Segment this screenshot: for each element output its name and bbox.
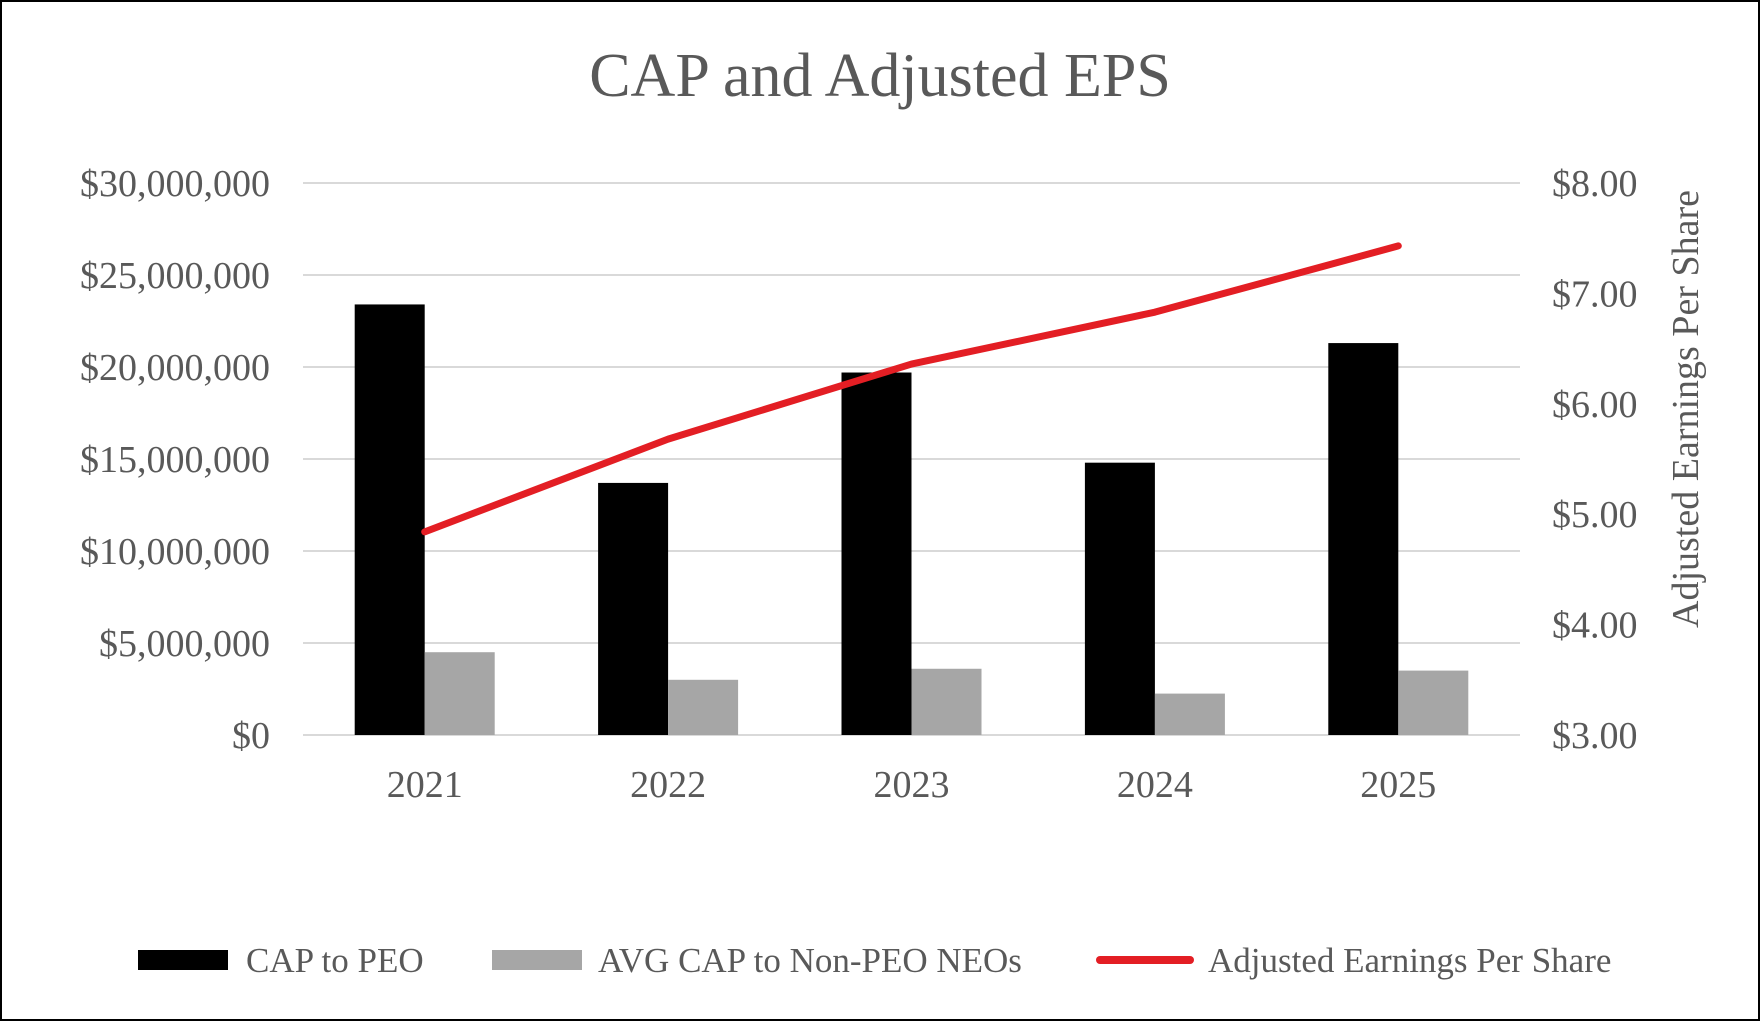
eps-line xyxy=(421,242,1402,536)
bar-avg-cap-non-peo xyxy=(1154,693,1225,735)
right-tick-label: $5.00 xyxy=(1552,494,1638,536)
legend-item: CAP to PEO xyxy=(138,941,424,980)
left-tick-label: $10,000,000 xyxy=(80,531,270,573)
bar-avg-cap-non-peo xyxy=(424,652,495,735)
right-tick-label: $4.00 xyxy=(1552,605,1638,647)
x-tick-label: 2022 xyxy=(630,764,706,806)
left-tick-label: $20,000,000 xyxy=(80,347,270,389)
x-tick-label: 2021 xyxy=(387,764,463,806)
bar-cap-to-peo xyxy=(598,482,669,735)
legend: CAP to PEO AVG CAP to Non-PEO NEOs Adjuste… xyxy=(138,941,1611,980)
chart-title: CAP and Adjusted EPS xyxy=(589,42,1171,110)
left-axis-ticks: $0 $5,000,000 $10,000,000 $15,000,000 $20,00… xyxy=(80,163,270,757)
right-tick-label: $6.00 xyxy=(1552,384,1638,426)
x-tick-label: 2023 xyxy=(874,764,950,806)
bars xyxy=(354,304,1469,735)
legend-swatch xyxy=(138,950,228,970)
legend-label: CAP to PEO xyxy=(246,941,424,980)
left-tick-label: $0 xyxy=(232,715,270,757)
left-tick-label: $5,000,000 xyxy=(99,623,270,665)
legend-label: Adjusted Earnings Per Share xyxy=(1208,941,1611,980)
right-tick-label: $7.00 xyxy=(1552,273,1638,315)
left-tick-label: $15,000,000 xyxy=(80,439,270,481)
x-tick-label: 2024 xyxy=(1117,764,1193,806)
right-tick-label: $3.00 xyxy=(1552,715,1638,757)
legend-item: AVG CAP to Non-PEO NEOs xyxy=(492,941,1022,980)
right-tick-label: $8.00 xyxy=(1552,163,1638,205)
eps-line-path xyxy=(421,242,1402,536)
bar-avg-cap-non-peo xyxy=(668,679,739,735)
right-axis-ticks: $3.00 $4.00 $5.00 $6.00 $7.00 $8.00 xyxy=(1552,163,1638,757)
left-tick-label: $30,000,000 xyxy=(80,163,270,205)
left-tick-label: $25,000,000 xyxy=(80,255,270,297)
x-tick-label: 2025 xyxy=(1360,764,1436,806)
bar-cap-to-peo xyxy=(1084,462,1155,735)
right-axis-title: Adjusted Earnings Per Share xyxy=(1665,190,1707,628)
x-axis-ticks: 2021 2022 2023 2024 2025 xyxy=(387,764,1437,806)
legend-item: Adjusted Earnings Per Share xyxy=(1096,941,1611,980)
bar-avg-cap-non-peo xyxy=(911,668,982,735)
bar-cap-to-peo xyxy=(1328,343,1399,735)
legend-label: AVG CAP to Non-PEO NEOs xyxy=(598,941,1022,980)
legend-swatch xyxy=(492,950,582,970)
bar-cap-to-peo xyxy=(841,372,912,735)
bar-cap-to-peo xyxy=(354,304,425,735)
bar-avg-cap-non-peo xyxy=(1398,670,1469,735)
